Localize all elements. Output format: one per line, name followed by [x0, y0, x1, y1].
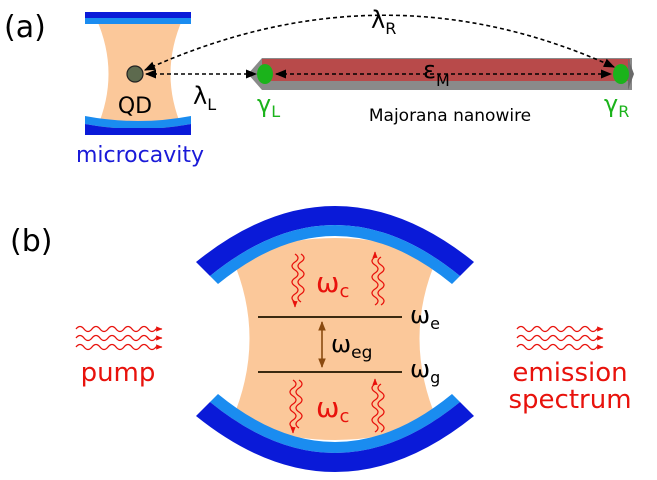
pump-label: pump [81, 358, 156, 388]
lambda-R-coupling-arrow [143, 14, 616, 71]
cavity-photon-top-left-icon [291, 253, 305, 308]
emission-label: emission [512, 358, 627, 388]
quantum-dot [126, 65, 144, 83]
qd-label: QD [118, 94, 152, 119]
panel-a-label: (a) [4, 10, 46, 45]
cavity-photon-bottom-left-icon [289, 379, 303, 434]
panel-b-label: (b) [10, 224, 52, 259]
cavity-photon-top-right-icon [371, 251, 385, 306]
gamma-L-label: γL [257, 90, 280, 121]
large-cavity-body [232, 238, 437, 440]
cavity-photon-bottom-right-icon [371, 378, 385, 433]
microcavity-label: microcavity [76, 143, 204, 168]
omega-e-label: ωe [410, 301, 440, 333]
omega-g-label: ωg [410, 355, 440, 387]
gamma-R-label: γR [604, 90, 629, 121]
large-cavity-top-mirror-light [210, 225, 460, 284]
small-cavity-bottom-mirror-light [85, 116, 191, 129]
pump-wave-icon [75, 325, 163, 351]
omega-eg-label: ωeg [331, 330, 372, 363]
large-cavity-bottom-mirror-dark [196, 402, 474, 472]
epsilon-M-label: εM [423, 56, 450, 90]
large-cavity-top-mirror-dark [196, 206, 474, 276]
small-cavity-bottom-mirror-curve [85, 124, 191, 129]
majorana-mode-right [613, 64, 629, 84]
majorana-mode-left [257, 64, 273, 84]
lambda-R-label: λR [371, 6, 396, 38]
spectrum-label: spectrum [508, 385, 631, 415]
lambda-L-label: λL [193, 82, 216, 114]
nanowire-right-cap [628, 58, 634, 90]
small-cavity-top-mirror-light [85, 18, 191, 24]
emission-wave-icon [516, 325, 604, 351]
nanowire-label: Majorana nanowire [369, 106, 531, 126]
large-cavity-bottom-mirror-light [210, 394, 460, 453]
omega-c-bottom-label: ωc [316, 391, 349, 427]
small-cavity-bottom-mirror-dark [85, 128, 191, 135]
small-cavity-top-mirror-dark [85, 12, 191, 18]
omega-c-top-label: ωc [316, 266, 349, 302]
